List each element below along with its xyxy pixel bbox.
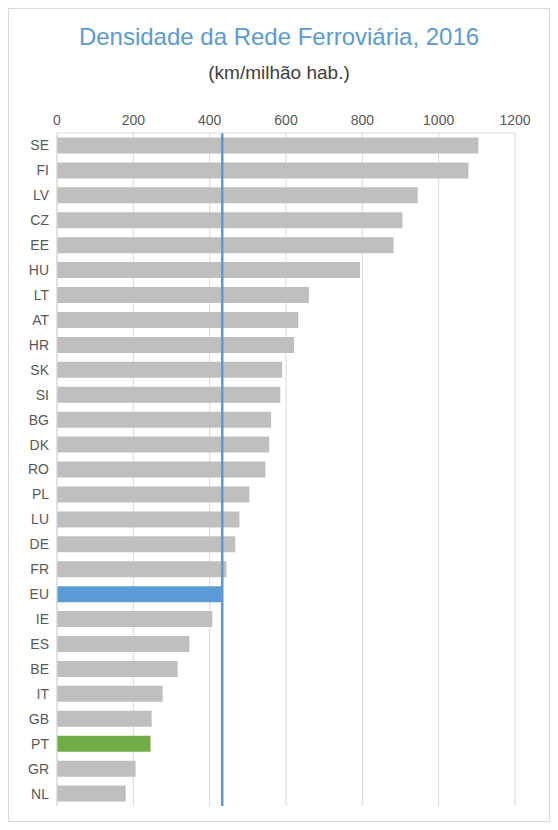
html-text:Densidade da Rede Ferroviária,: Densidade da Rede Ferroviária, 2016 [78, 23, 480, 50]
svg-text:RO: RO [28, 461, 49, 477]
svg-text:LV: LV [33, 187, 50, 203]
svg-text:BG: BG [29, 412, 49, 428]
svg-text:LT: LT [34, 287, 50, 303]
svg-text:800: 800 [351, 112, 375, 128]
svg-text:SK: SK [30, 362, 49, 378]
svg-text:LU: LU [31, 511, 49, 527]
svg-text:PT: PT [31, 736, 49, 752]
svg-text:200: 200 [122, 112, 146, 128]
svg-text:DE: DE [30, 536, 49, 552]
svg-text:1200: 1200 [499, 112, 530, 128]
svg-text:IT: IT [37, 686, 50, 702]
svg-text:0: 0 [53, 112, 61, 128]
svg-text:DK: DK [30, 437, 50, 453]
svg-text:FR: FR [30, 561, 49, 577]
svg-text:ES: ES [30, 636, 49, 652]
svg-text:SE: SE [30, 137, 49, 153]
svg-text:600: 600 [274, 112, 298, 128]
svg-text:IE: IE [36, 611, 49, 627]
svg-text:EU: EU [30, 586, 49, 602]
svg-text:BE: BE [30, 661, 49, 677]
svg-text:PL: PL [32, 486, 49, 502]
svg-text:GR: GR [28, 761, 49, 777]
svg-text:AT: AT [32, 312, 49, 328]
svg-text:CZ: CZ [30, 212, 49, 228]
svg-text:FI: FI [37, 162, 49, 178]
svg-text:GB: GB [29, 711, 49, 727]
svg-text:400: 400 [198, 112, 222, 128]
svg-text:SI: SI [36, 387, 49, 403]
svg-text:HR: HR [29, 337, 49, 353]
html-text:(km/milhão hab.): (km/milhão hab.) [208, 62, 350, 83]
svg-text:EE: EE [30, 237, 49, 253]
svg-text:1000: 1000 [423, 112, 454, 128]
svg-text:HU: HU [29, 262, 49, 278]
svg-text:NL: NL [31, 786, 49, 802]
